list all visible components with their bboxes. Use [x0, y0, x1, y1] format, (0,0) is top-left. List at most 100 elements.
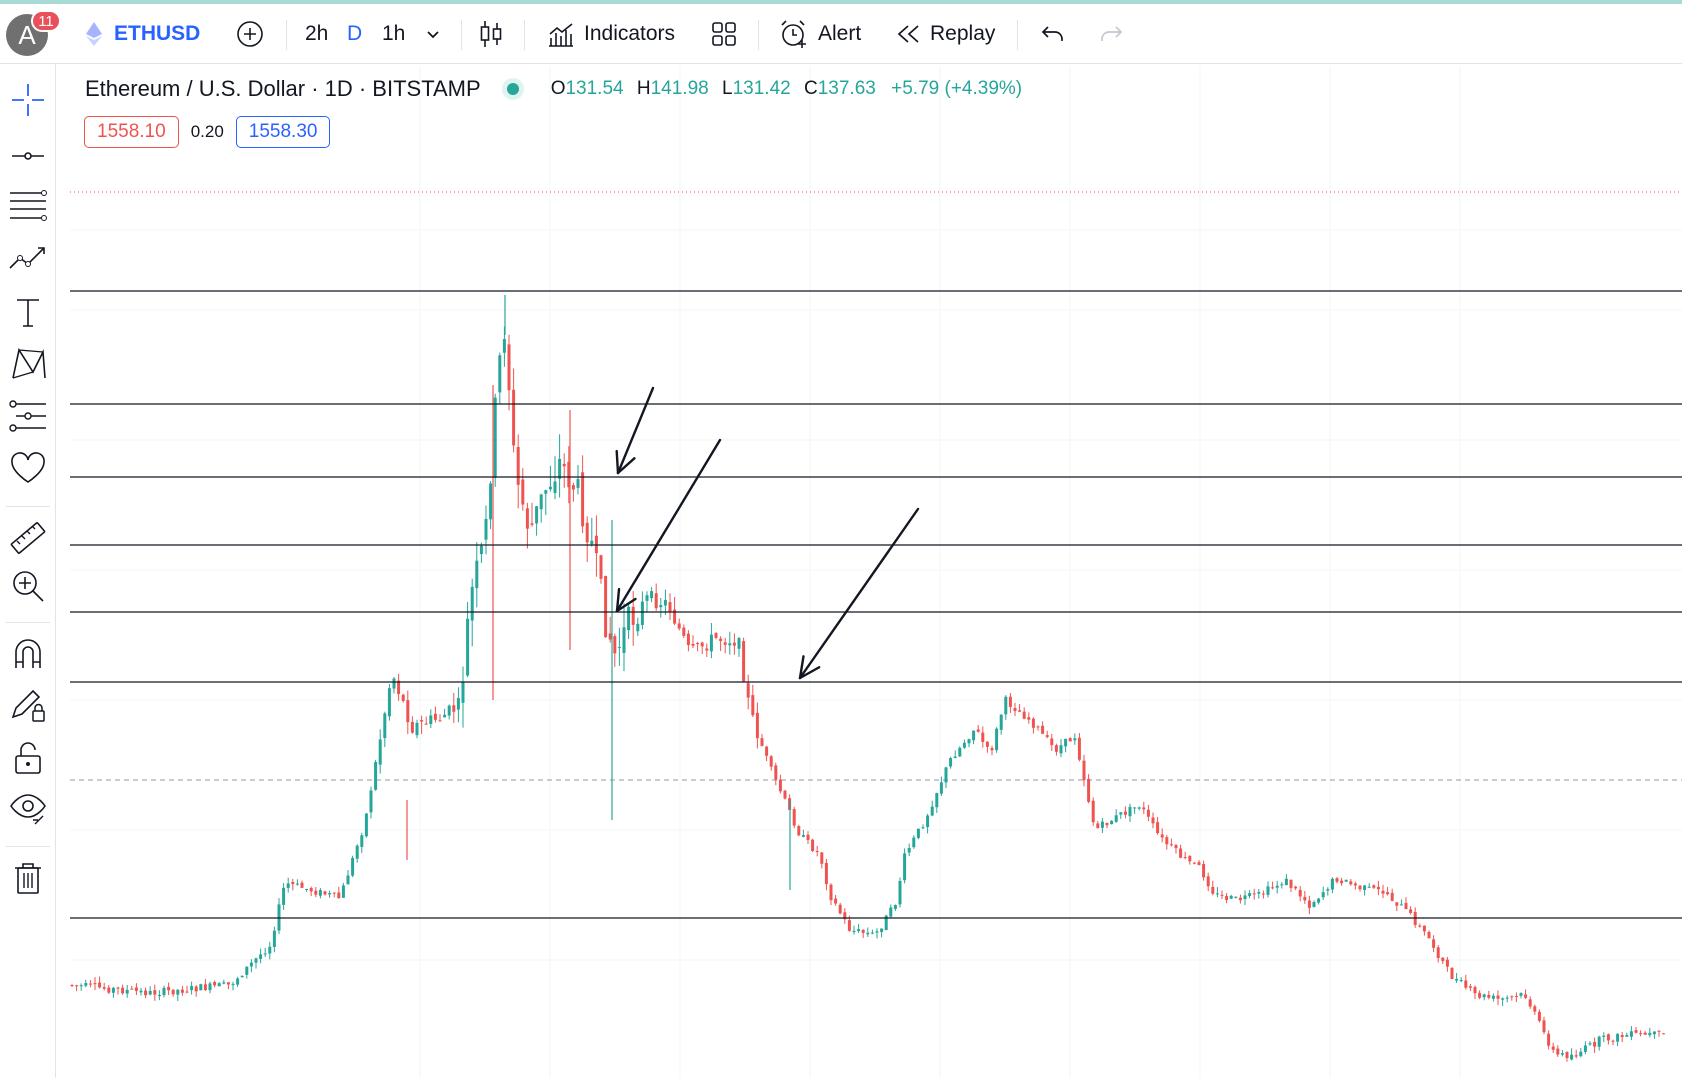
spread-value: 0.20: [190, 122, 224, 141]
candle-body: [157, 994, 161, 997]
candle-body: [1376, 886, 1380, 890]
top-accent-line: [0, 0, 1682, 4]
annotation-arrowhead: [798, 655, 805, 680]
candle-body: [236, 978, 240, 985]
candle-body: [755, 712, 759, 739]
unlock-icon: [15, 742, 41, 774]
candle-body: [102, 987, 106, 989]
forecast-tool[interactable]: [6, 394, 50, 438]
sell-button[interactable]: 1558.10: [84, 116, 179, 148]
candle-body: [314, 890, 318, 895]
candle-body: [107, 987, 111, 993]
price-chart[interactable]: [70, 66, 1682, 1078]
candle-body: [203, 984, 207, 991]
candle-body: [1289, 879, 1293, 888]
hide-tool[interactable]: [6, 786, 50, 830]
candle-body: [1275, 885, 1279, 888]
candle-body: [79, 985, 83, 987]
crosshair-tool[interactable]: [6, 78, 50, 122]
candle-body: [337, 892, 341, 899]
candle-body: [723, 642, 727, 645]
candle-body: [1464, 980, 1468, 988]
candle-body: [1077, 737, 1081, 760]
candle-body: [364, 813, 368, 837]
candle-body: [1123, 811, 1127, 815]
indicators-button[interactable]: Indicators: [546, 4, 675, 64]
undo-button[interactable]: [1040, 4, 1066, 64]
candle-body: [438, 720, 442, 722]
lock-tool[interactable]: [6, 736, 50, 780]
trend-line-tool[interactable]: [6, 134, 50, 178]
high-value: 141.98: [650, 78, 709, 99]
chart-area[interactable]: Ethereum / U.S. Dollar · 1D · BITSTAMP O…: [70, 66, 1682, 1078]
fib-tool[interactable]: [6, 184, 50, 228]
candle-body: [1110, 820, 1114, 825]
trash-icon: [15, 863, 41, 894]
favorites-tool[interactable]: [6, 446, 50, 490]
candle-body: [1514, 995, 1518, 997]
candle-body: [1468, 986, 1472, 988]
avatar-letter: A: [18, 19, 36, 50]
candle-body: [617, 646, 621, 648]
candle-body: [305, 889, 309, 891]
candle-body: [1409, 909, 1413, 913]
pattern-tool[interactable]: [6, 236, 50, 280]
candle-body: [153, 990, 157, 995]
candle-body: [1257, 892, 1261, 894]
candle-body: [1266, 886, 1270, 895]
replay-button[interactable]: Replay: [896, 4, 995, 64]
candle-body: [291, 881, 295, 885]
candle-body: [323, 891, 327, 895]
candle-body: [479, 545, 483, 555]
candle-body: [489, 483, 493, 520]
symbol-search-button[interactable]: ETHUSD: [84, 4, 200, 64]
interval-dropdown[interactable]: [424, 4, 442, 64]
magnet-icon: [15, 639, 41, 668]
measure-tool[interactable]: [6, 516, 50, 560]
candle-body: [709, 634, 713, 652]
candle-body: [383, 713, 387, 739]
text-tool[interactable]: [6, 290, 50, 334]
chevron-down-icon: [427, 31, 439, 39]
redo-button[interactable]: [1098, 4, 1124, 64]
candle-body: [75, 985, 79, 987]
candle-body: [1220, 894, 1224, 896]
notification-badge: 11: [31, 10, 61, 32]
candle-body: [1353, 883, 1357, 886]
remove-drawings-tool[interactable]: [6, 856, 50, 900]
candle-body: [1519, 993, 1523, 996]
magnet-tool[interactable]: [6, 632, 50, 676]
zoom-tool[interactable]: [6, 564, 50, 608]
candle-body: [530, 523, 534, 525]
candle-body: [512, 389, 516, 446]
interval-d[interactable]: D: [347, 4, 362, 64]
candle-body: [719, 638, 723, 641]
chart-type-button[interactable]: [479, 4, 503, 64]
candle-body: [774, 765, 778, 780]
annotation-arrow: [616, 386, 655, 475]
candle-body: [1271, 887, 1275, 889]
candle-body: [1505, 997, 1509, 999]
alert-button[interactable]: Alert: [778, 4, 861, 64]
xabcd-tool[interactable]: [6, 342, 50, 386]
candle-body: [1087, 778, 1091, 802]
candle-body: [1211, 886, 1215, 894]
interval-2h[interactable]: 2h: [305, 4, 328, 64]
candle-body: [1197, 862, 1201, 865]
compare-button[interactable]: [235, 4, 265, 64]
buy-button[interactable]: 1558.30: [235, 116, 331, 148]
candle-body: [443, 714, 447, 718]
candle-body: [360, 835, 364, 847]
candle-body: [930, 806, 934, 816]
candle-body: [1363, 885, 1367, 890]
candle-body: [1027, 717, 1031, 720]
toolbar-separator: [1017, 20, 1018, 50]
interval-1h[interactable]: 1h: [382, 4, 405, 64]
candle-body: [861, 929, 865, 933]
candle-body: [742, 641, 746, 682]
candle-body: [829, 884, 833, 901]
layouts-button[interactable]: [710, 4, 738, 64]
candle-body: [1455, 978, 1459, 981]
lock-drawings-tool[interactable]: [6, 684, 50, 728]
candle-body: [981, 732, 985, 742]
